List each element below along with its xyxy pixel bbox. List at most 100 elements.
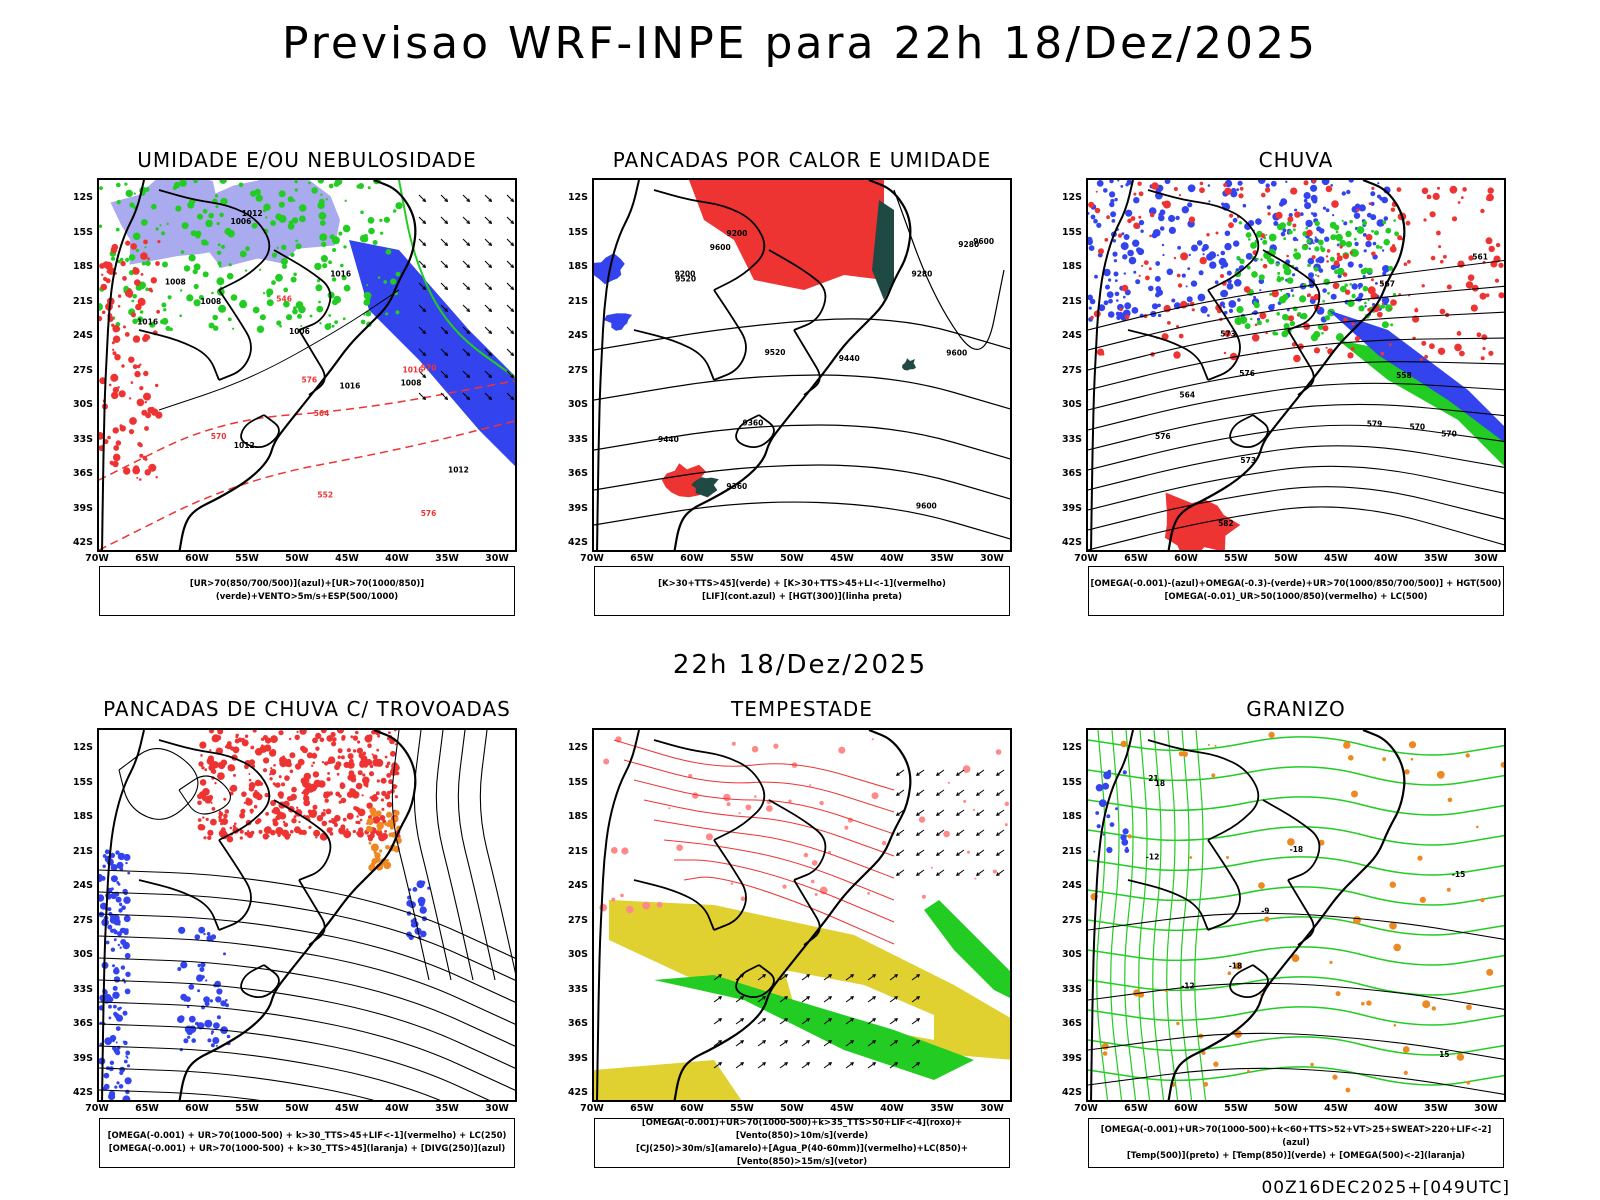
lon-label: 30W	[485, 553, 509, 564]
lon-label: 65W	[135, 1103, 159, 1114]
coastline	[1090, 730, 1134, 1100]
lon-label: 30W	[980, 1103, 1004, 1114]
lat-label: 21S	[72, 295, 93, 307]
lat-label: 12S	[567, 742, 588, 753]
height-contour	[1088, 285, 1504, 351]
streamline	[99, 1089, 261, 1100]
jet-core-gap	[784, 970, 934, 1040]
map-panel[interactable]: 582 579 576 573 570 567 564 561 558 576 573 570	[1086, 178, 1506, 552]
streamline	[178, 775, 231, 815]
height-contour	[594, 424, 1010, 460]
streamline	[99, 1001, 515, 1091]
wind-vectors	[418, 194, 515, 401]
lon-label: 60W	[185, 1103, 209, 1114]
map-panel[interactable]	[97, 728, 517, 1102]
temp-850-contour	[1088, 1006, 1504, 1026]
contour-label: 579	[1367, 420, 1383, 429]
state-border	[138, 329, 220, 381]
contour-label: 570	[1410, 423, 1426, 432]
temp-500-contour	[1088, 912, 1504, 940]
coastline	[1167, 180, 1406, 550]
lon-label: 50W	[285, 1103, 309, 1114]
map-panel[interactable]: 9600 9600 9520 9600 9440 9520 9440 9360 9360 9280…	[592, 178, 1012, 552]
lat-label: 21S	[1061, 295, 1082, 307]
lat-label: 42S	[1061, 537, 1082, 548]
omega-green-speckle	[1234, 219, 1399, 342]
lat-label: 24S	[1061, 330, 1082, 341]
temp-500-contour	[1088, 982, 1504, 1010]
lon-label: 70W	[85, 1103, 109, 1114]
map-panel[interactable]: -9 -12 -12 -15 -18 -18 15 21 18	[1086, 728, 1506, 1102]
map-panel[interactable]	[592, 728, 1012, 1102]
contour-label: 18	[1155, 779, 1165, 788]
lat-label: 21S	[567, 845, 588, 857]
height-contour	[1088, 403, 1504, 451]
lon-label: 45W	[1324, 1103, 1348, 1114]
lat-label: 12S	[567, 192, 588, 203]
contour-label: 1006	[289, 327, 310, 336]
legend-line: [OMEGA(-0.001) + UR>70(1000-500) + k>30_…	[108, 1144, 506, 1154]
contour-label: 1012	[242, 209, 263, 218]
lat-label: 27S	[72, 364, 93, 376]
divergence-blue-speckle	[177, 926, 231, 1052]
run-footer: 00Z16DEC2025+[049UTC]	[1261, 1178, 1510, 1198]
legend-line: [LIF](cont.azul) + [HGT(300)](linha pret…	[701, 592, 903, 602]
lat-label: 21S	[72, 845, 93, 857]
lon-label: 45W	[1324, 553, 1348, 564]
panel-title: PANCADAS POR CALOR E UMIDADE	[612, 148, 992, 172]
lon-label: 60W	[680, 1103, 704, 1114]
lon-label: 40W	[880, 553, 904, 564]
contour-label: 576	[421, 509, 437, 518]
map-panel[interactable]: 1008 1008 1006 1006 1012 1016 1016 1016 1012 1008…	[97, 178, 517, 552]
lon-label: 70W	[580, 553, 604, 564]
lon-label: 40W	[1374, 1103, 1398, 1114]
height-contour	[1088, 382, 1504, 431]
contour-label: 567	[1379, 280, 1395, 289]
water-vapor-contour	[633, 779, 895, 835]
contour-label: 576	[302, 376, 318, 385]
contour-label: 1008	[401, 378, 422, 387]
state-border	[653, 739, 766, 841]
lat-label: 24S	[72, 330, 93, 341]
lon-label: 70W	[580, 1103, 604, 1114]
lon-label: 35W	[435, 553, 459, 564]
lon-label: 50W	[285, 553, 309, 564]
lon-label: 30W	[1474, 1103, 1498, 1114]
lon-label: 70W	[85, 553, 109, 564]
coastline	[1167, 730, 1406, 1100]
wind-850-area	[654, 975, 974, 1080]
lat-label: 15S	[1061, 776, 1082, 788]
lon-label: 55W	[1224, 553, 1248, 564]
streamline	[99, 913, 515, 1003]
state-border	[1262, 799, 1321, 881]
lat-label: 33S	[1061, 983, 1082, 995]
water-vapor-contour	[643, 799, 895, 857]
height-contour	[1088, 311, 1504, 371]
coastline	[596, 730, 640, 1100]
legend-line: [K>30+TTS>45](verde) + [K>30+TTS>45+LI<-…	[658, 579, 946, 589]
contour-label: 552	[317, 490, 333, 499]
omega-blue-band	[1328, 310, 1504, 442]
lon-label: 45W	[830, 1103, 854, 1114]
streamline	[413, 730, 452, 981]
lat-label: 27S	[1061, 364, 1082, 376]
panel-title: TEMPESTADE	[731, 697, 873, 721]
lat-label: 15S	[72, 776, 93, 788]
contour-label: 564	[314, 409, 330, 418]
temp-850-contour	[1088, 1066, 1504, 1086]
contour-label: 582	[1218, 519, 1234, 528]
contour-label: 1012	[234, 441, 255, 450]
contour-label: 546	[276, 295, 292, 304]
lat-label: 39S	[567, 1052, 588, 1064]
hail-blue-speckle	[1093, 769, 1130, 854]
state-border	[240, 964, 280, 999]
lon-label: 30W	[980, 553, 1004, 564]
state-border	[633, 879, 715, 931]
streamline	[99, 1045, 441, 1100]
contour-label: 576	[1239, 369, 1255, 378]
contour-label: 9280	[912, 269, 933, 278]
contour-label: 561	[1472, 253, 1488, 262]
lat-label: 27S	[567, 364, 588, 376]
lat-label: 33S	[567, 433, 588, 445]
lat-label: 36S	[1061, 1018, 1082, 1029]
